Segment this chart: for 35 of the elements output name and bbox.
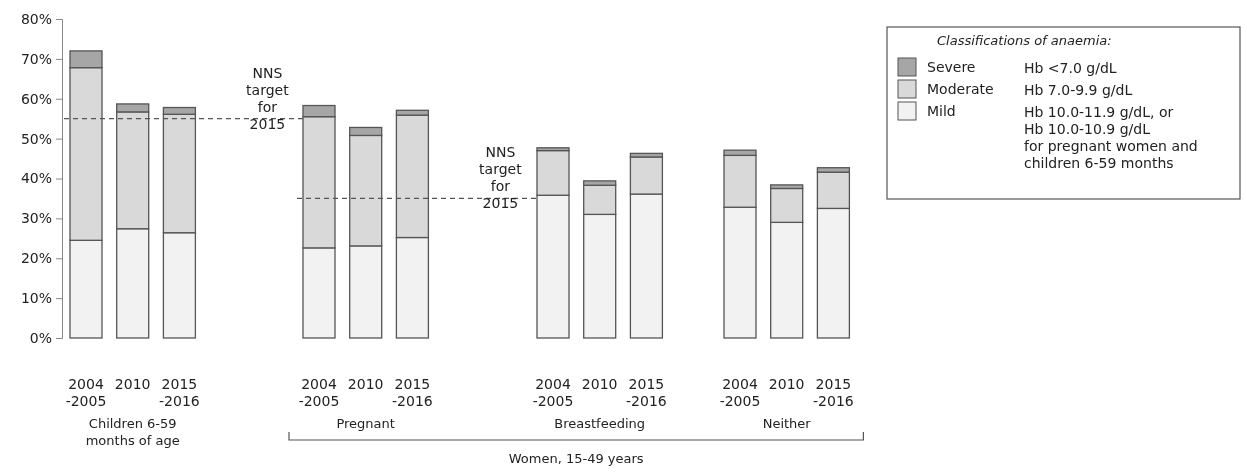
x-tick-label: 2010 [768,376,805,393]
x-tick-label: 2010 [114,376,151,393]
x-tick-label: 2015 -2016 [392,376,433,410]
x-axis-title: Neither [762,415,811,432]
y-tick-label: 10% [20,290,52,307]
x-tick-label: 2015 -2016 [626,376,667,410]
text: Hb <7.0 g/dL [1024,60,1117,77]
ref-line-label: NNS target for 2015 [479,144,522,213]
x-tick-label: 2015 -2016 [813,376,854,410]
text: Women, 15-49 years [508,450,644,467]
y-tick-label: 20% [20,250,52,267]
x-tick-label: 2004 -2005 [719,376,761,410]
legend-label: Severe [927,59,976,75]
y-tick-label: 40% [20,170,52,187]
x-tick-label: 2010 [347,376,384,393]
text: Hb 7.0-9.9 g/dL [1024,82,1133,99]
x-tick-label: 2015 -2016 [159,376,200,410]
y-tick-label: 50% [20,130,52,147]
legend-label: Mild [927,103,956,119]
x-tick-label: 2004 -2005 [65,376,107,410]
y-tick-label: 70% [20,50,52,67]
x-axis-title: Breastfeeding [554,415,646,432]
x-tick-label: 2004 -2005 [298,376,340,410]
y-tick-label: 60% [20,90,52,107]
y-tick-label: 30% [20,210,52,227]
legend-label: Moderate [927,81,994,97]
x-axis-title: Pregnant [336,415,395,432]
ref-line-label: NNS target for 2015 [246,64,289,133]
x-axis-title: Children 6-59 months of age [85,415,180,449]
x-tick-label: 2010 [581,376,618,393]
x-tick-label: 2004 -2005 [532,376,574,410]
y-tick-label: 80% [20,10,52,27]
y-tick-label: 0% [29,329,52,346]
legend-title: Classifications of anaemia: [937,32,1112,49]
text: Hb 10.0-11.9 g/dL, or Hb 10.0-10.9 g/dL for pregnant women and children 6-59 months [1024,104,1198,172]
